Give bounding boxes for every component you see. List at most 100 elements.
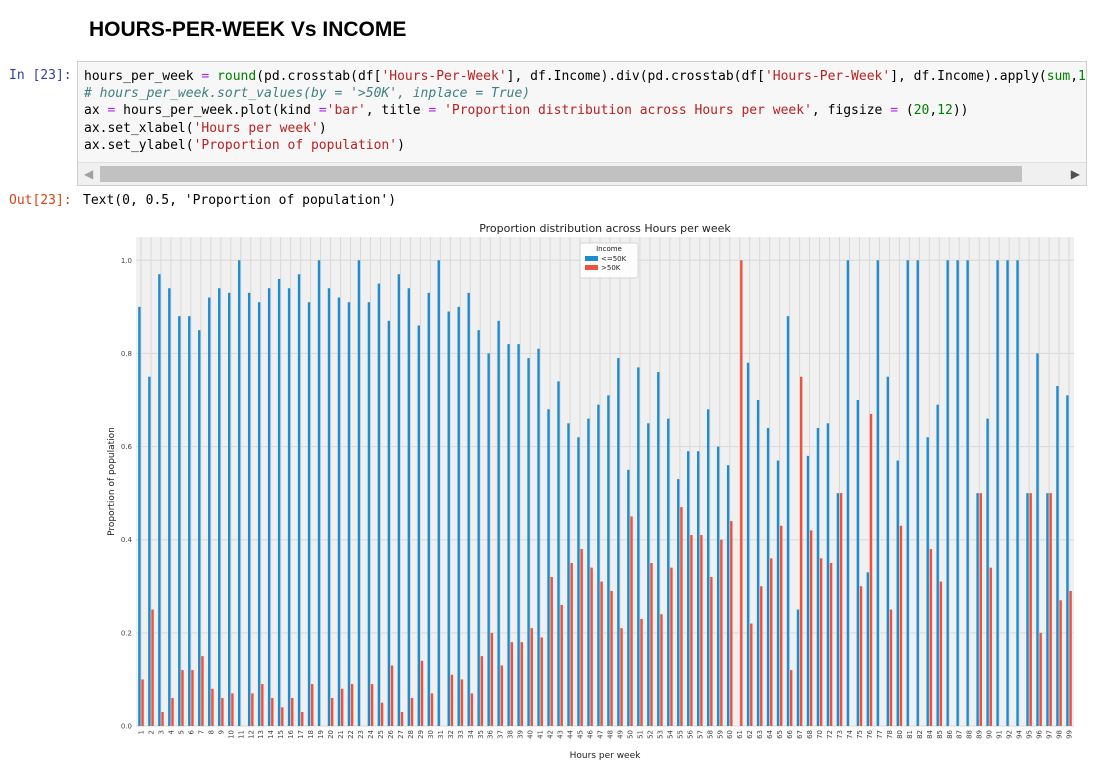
- x-tick-label: 20: [327, 730, 335, 739]
- horizontal-scrollbar[interactable]: ◀ ▶: [78, 162, 1086, 185]
- bar: [247, 292, 251, 726]
- x-tick-label: 96: [1036, 729, 1044, 738]
- x-tick-label: 70: [816, 730, 824, 739]
- scrollbar-thumb[interactable]: [100, 166, 1022, 182]
- x-tick-label: 53: [656, 730, 664, 739]
- code-token: [436, 103, 444, 118]
- x-tick-label: 92: [1006, 730, 1014, 739]
- x-tick-label: 9: [217, 730, 225, 734]
- x-tick-label: 80: [896, 730, 904, 739]
- x-tick-label: 11: [237, 730, 245, 739]
- bar: [201, 656, 204, 726]
- bar: [610, 590, 613, 726]
- x-tick-label: 67: [796, 730, 804, 739]
- bar: [237, 260, 241, 726]
- y-tick-label: 0.0: [121, 723, 132, 731]
- x-tick-label: 31: [437, 730, 445, 739]
- bar: [540, 637, 543, 726]
- x-tick-label: 59: [716, 730, 724, 739]
- code-token: ax.set_ylabel(: [84, 137, 194, 153]
- x-tick-label: 39: [517, 730, 525, 739]
- bar: [138, 306, 141, 726]
- bar: [750, 623, 753, 726]
- x-tick-label: 27: [397, 730, 405, 739]
- x-tick-label: 48: [606, 730, 614, 739]
- bar: [650, 563, 653, 726]
- x-tick-label: 94: [1016, 729, 1024, 738]
- x-tick-label: 18: [307, 730, 315, 739]
- output-prompt: Out[23]:: [9, 193, 72, 208]
- bar: [670, 567, 673, 726]
- x-tick-label: 1: [137, 730, 145, 734]
- x-tick-label: 50: [626, 730, 634, 739]
- bar: [397, 274, 401, 726]
- x-tick-label: 12: [247, 730, 255, 739]
- code-line: ax.set_ylabel('Proportion of population'…: [84, 137, 1086, 154]
- x-tick-label: 81: [906, 730, 914, 739]
- bar: [660, 614, 663, 726]
- bar: [191, 670, 194, 726]
- scroll-right-icon[interactable]: ▶: [1070, 167, 1080, 181]
- bar: [866, 572, 870, 726]
- code-token: ),: [1086, 69, 1087, 84]
- bar: [347, 302, 351, 726]
- x-tick-label: 10: [227, 730, 235, 739]
- x-tick-label: 21: [337, 730, 345, 739]
- x-tick-label: 16: [287, 729, 295, 738]
- bar: [487, 353, 490, 726]
- bar: [979, 493, 983, 726]
- bar: [470, 693, 474, 726]
- x-tick-label: 66: [786, 729, 794, 738]
- bar: [1016, 260, 1019, 726]
- x-tick-label: 29: [417, 730, 425, 739]
- bar: [1039, 632, 1042, 726]
- output-text: Text(0, 0.5, 'Proportion of population'): [83, 193, 397, 208]
- bar: [271, 698, 274, 726]
- x-tick-label: 37: [497, 730, 505, 739]
- bar: [517, 344, 520, 726]
- bar: [171, 698, 174, 726]
- legend-swatch: [585, 256, 598, 261]
- x-tick-label: 22: [347, 730, 355, 739]
- bar: [869, 413, 873, 726]
- bar: [1066, 395, 1069, 726]
- code-token: 'Hours-Per-Week': [381, 69, 507, 84]
- bar: [457, 306, 460, 726]
- code-token: , title: [365, 103, 429, 119]
- scroll-left-icon[interactable]: ◀: [84, 167, 94, 181]
- code-editor[interactable]: hours_per_week = round(pd.crosstab(df['H…: [84, 68, 1087, 154]
- x-tick-label: 14: [267, 729, 275, 738]
- bar: [510, 642, 514, 726]
- legend-swatch: [585, 265, 598, 270]
- bar: [168, 288, 171, 726]
- bar: [527, 358, 530, 726]
- bar: [657, 372, 660, 726]
- x-tick-label: 55: [676, 730, 684, 739]
- x-tick-label: 33: [457, 730, 465, 739]
- bar: [846, 260, 850, 726]
- x-tick-label: 54: [666, 729, 674, 738]
- y-axis-label: Proportion of population: [107, 427, 117, 536]
- bar: [720, 539, 723, 726]
- code-cell[interactable]: hours_per_week = round(pd.crosstab(df['H…: [77, 61, 1087, 186]
- code-token: 'Proportion of population': [193, 137, 398, 153]
- bar: [667, 418, 670, 726]
- bar: [370, 684, 374, 726]
- code-token: ], df.Income).div(pd.crosstab(df[: [506, 69, 765, 84]
- bar: [677, 479, 680, 726]
- y-tick-label: 1.0: [121, 257, 132, 265]
- bar: [277, 278, 281, 726]
- bar: [680, 507, 683, 726]
- bar: [287, 288, 291, 726]
- bar: [477, 330, 480, 726]
- legend-title: Income: [596, 245, 622, 253]
- bar: [141, 679, 144, 726]
- code-token: 'bar': [326, 103, 366, 119]
- bar: [819, 558, 823, 726]
- bar: [520, 642, 523, 726]
- x-tick-label: 41: [537, 730, 545, 739]
- bar: [756, 400, 760, 726]
- bar: [600, 581, 603, 726]
- x-tick-label: 19: [317, 730, 325, 739]
- bar: [786, 316, 790, 726]
